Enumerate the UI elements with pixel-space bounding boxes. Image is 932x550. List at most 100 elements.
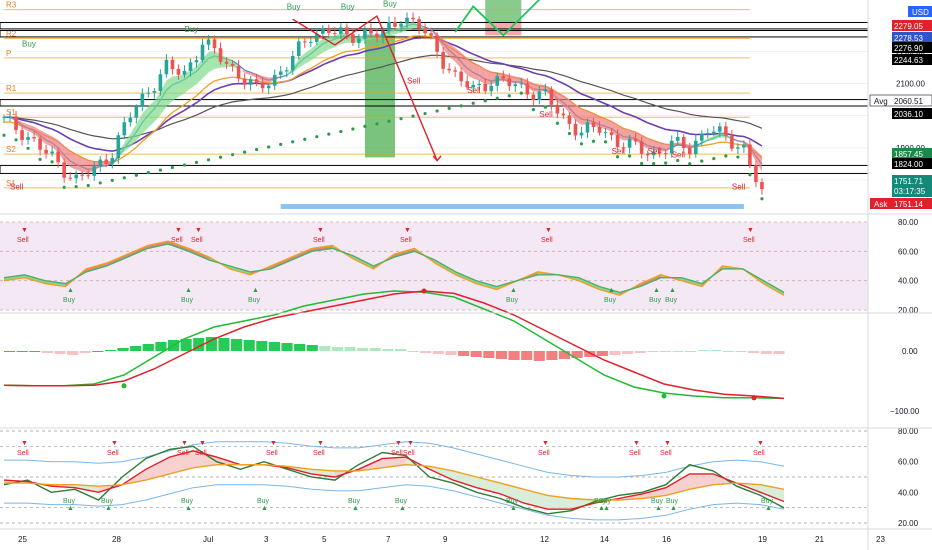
ribbon-fill [22,122,29,132]
ribbon-fill [76,154,83,172]
candle [14,110,18,135]
ribbon-fill [82,157,89,174]
macd-tick-label: 0.00 [902,347,918,356]
candle [525,78,530,99]
ribbon-fill [244,71,251,76]
candle-body [128,117,133,123]
ribbon-fill [184,70,191,94]
macd-histogram-bar [67,351,79,355]
signal-marker: ▲ [261,505,268,512]
candle [116,132,121,164]
macd-histogram-bar [584,351,596,357]
candle-body [375,33,379,38]
sar-dot [567,131,572,136]
signal-marker: ▼ [21,440,28,447]
ribbon-fill [755,150,762,172]
price-tag-value: 2278.53 [894,34,923,43]
candle-body [417,19,421,29]
candle-body [621,147,626,149]
signal-label: Buy [257,498,270,505]
signal-label: Sell [612,147,626,156]
sar-dot [230,153,235,157]
candle-body [555,104,560,114]
signal-marker: ▼ [407,440,414,447]
ribbon-fill [136,113,143,141]
candle-body [56,151,60,163]
candle-body [308,41,313,43]
ribbon-fill [707,136,714,142]
candle-body [513,84,518,87]
macd-histogram-bar [205,337,217,351]
signal-label: Sell [743,237,755,244]
sar-dot [712,156,716,161]
candle-body [495,76,500,86]
candle-body [218,48,223,62]
ribbon-fill [599,116,606,130]
candle-body [435,35,439,52]
candle [663,150,668,160]
price-panel[interactable]: R3 R2 R1 P S1 S2 S1 Buy Buy Buy Buy Buy Sell Sell Sell… [0,0,869,209]
projection-down-line [292,14,438,161]
candle [38,134,42,156]
macd-histogram-bar [748,351,760,353]
sar-dot [724,154,728,158]
ribbon-fill [172,75,179,101]
sar-dot [688,162,692,166]
candle [266,83,271,95]
ribbon-fill [142,106,149,134]
candle [621,142,626,153]
macd-panel[interactable] [3,288,785,401]
signal-label: Sell [400,237,412,244]
macd-histogram-bar [596,351,608,356]
candle-body [146,92,151,94]
candle [519,77,524,89]
ribbon-fill [653,140,660,151]
candle [236,60,241,82]
candle-body [724,126,728,136]
candle-body [736,147,740,149]
sar-dot [628,154,632,158]
oscillator-tick-label: 40.00 [898,488,919,497]
ribbon-fill [310,43,317,61]
candle-body [140,93,145,107]
candle [357,34,361,49]
candle [80,170,84,181]
candle-body [206,39,211,45]
candle [68,171,72,181]
ribbon-fill [611,121,618,137]
candle [555,99,560,119]
macd-cross-dot [121,383,127,389]
oscillator-2-panel[interactable]: ▼Sell▼Sell▼Sell▼Sell▼Sell▼Sell▼Sell▼Sell… [0,430,868,524]
macd-histogram-bar [256,341,268,351]
sar-dot [591,139,596,143]
projection-arrowhead [432,155,442,162]
candle-body [639,141,644,154]
candle [531,91,536,106]
candle [645,150,650,162]
sar-dot [555,121,560,125]
oscillator-1-panel[interactable]: ▼ Sell ▼ Sell ▼ Sell ▼ Sell ▼ Sell ▼ Sell ▼ Sell ▲ Buy ▲… [0,221,868,311]
candle [302,37,307,48]
candle [417,16,421,35]
sar-dot [98,181,102,185]
macd-line [3,290,785,400]
candle-body [531,94,536,100]
candle [453,66,457,78]
band-upper-line [4,441,785,478]
candle-body [501,76,506,79]
candle-body [302,41,307,43]
candle [104,153,109,168]
price-tag [869,94,932,107]
candle-body [405,17,409,24]
signal-label: Sell [648,147,662,156]
signal-label: Buy [181,498,194,505]
signal-label: Sell [407,77,421,86]
macd-histogram-bar [735,351,747,352]
sar-dot [700,159,704,163]
ribbon-fill [58,140,65,162]
candle [567,111,572,130]
candle [724,121,728,141]
sar-dot [507,94,511,98]
ribbon-fill [52,136,59,153]
